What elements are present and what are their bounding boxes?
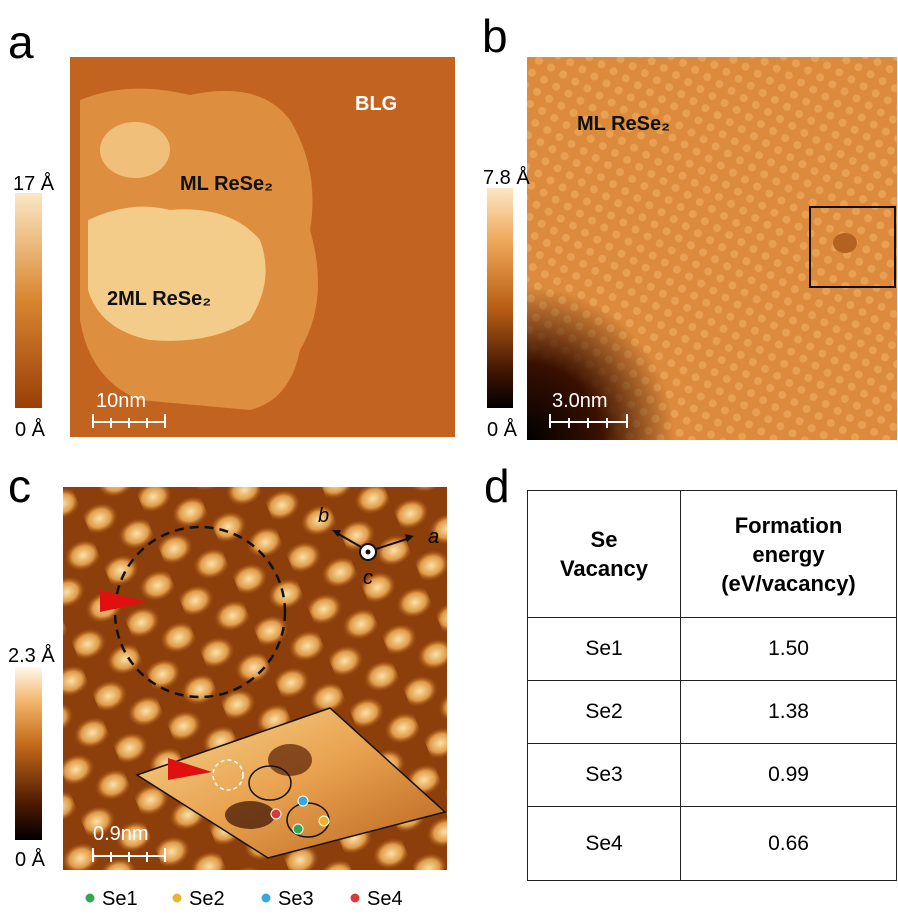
- colorbar-max: 17 Å: [13, 172, 55, 195]
- table-cell: 1.38: [680, 680, 897, 744]
- scale-bar-label: 10nm: [96, 390, 146, 412]
- axis-origin-dot: [365, 549, 371, 555]
- table-row: Se3 0.99: [527, 743, 897, 807]
- legend-swatch: [349, 892, 361, 904]
- atom: [270, 808, 282, 820]
- axis-label: c: [363, 567, 373, 589]
- table-cell: 1.50: [680, 617, 897, 681]
- scale-bar-label: 0.9nm: [93, 823, 149, 845]
- annotation: BLG: [355, 93, 397, 115]
- scale-bar: [92, 414, 166, 428]
- dashed-circle: [113, 525, 287, 699]
- axis-label: a: [428, 526, 439, 548]
- colorbar-min: 0 Å: [15, 418, 46, 441]
- inset-circle: [248, 765, 292, 801]
- legend-swatch: [260, 892, 272, 904]
- table-cell: 0.66: [680, 806, 897, 881]
- 2ml-island: [100, 122, 170, 178]
- legend-label: Se1: [102, 888, 138, 910]
- arrow-head: [332, 530, 341, 537]
- scale-bar: [92, 848, 166, 862]
- arrowhead: [168, 758, 212, 780]
- annotation: ML ReSe₂: [180, 173, 273, 195]
- colorbar-max: 7.8 Å: [483, 166, 530, 189]
- colorbar: [15, 193, 42, 408]
- colorbar: [15, 667, 42, 840]
- colorbar-max: 2.3 Å: [8, 644, 55, 667]
- legend-swatch: [171, 892, 183, 904]
- legend-label: Se4: [367, 888, 403, 910]
- defect-box: [809, 206, 896, 288]
- 2ml-region: [88, 206, 266, 341]
- inset-dark: [225, 801, 275, 829]
- arrow-head: [405, 534, 414, 542]
- header-text: Vacancy: [559, 556, 649, 581]
- panel-label: a: [8, 16, 34, 68]
- table-row: Se1 1.50: [527, 617, 897, 681]
- header-text: Formation: [734, 512, 843, 538]
- axis-label: b: [318, 505, 329, 527]
- panel-label: d: [484, 460, 510, 512]
- table-row: Se4 0.66: [527, 806, 897, 881]
- colorbar-min: 0 Å: [15, 848, 46, 871]
- table-cell: Se3: [527, 743, 681, 807]
- panel-label: b: [482, 10, 508, 62]
- panel-label: c: [8, 460, 31, 512]
- header-cell: Se Vacancy: [527, 490, 681, 618]
- header-text: energy: [752, 541, 825, 567]
- table-cell: Se4: [527, 806, 681, 881]
- colorbar-min: 0 Å: [487, 418, 518, 441]
- table-cell: Se2: [527, 680, 681, 744]
- header-text: Se: [590, 527, 618, 552]
- atom: [318, 815, 330, 827]
- arrowhead: [100, 590, 148, 612]
- scale-bar: [549, 414, 628, 428]
- atom: [297, 795, 309, 807]
- table-cell: Se1: [527, 617, 681, 681]
- table-cell: 0.99: [680, 743, 897, 807]
- atom: [292, 823, 304, 835]
- inset-dark: [268, 744, 312, 776]
- formation-energy-table: Se Vacancy Formation energy (eV/vacancy) Se…: [527, 490, 897, 881]
- defect: [833, 233, 857, 253]
- inset-circle: [212, 759, 244, 791]
- axis-arrows: [334, 531, 411, 550]
- legend-swatch: [84, 892, 96, 904]
- header-cell: Formation energy (eV/vacancy): [680, 490, 897, 618]
- legend-label: Se2: [189, 888, 225, 910]
- legend-label: Se3: [278, 888, 314, 910]
- header-text: (eV/vacancy): [721, 570, 856, 596]
- table-row: Se2 1.38: [527, 680, 897, 744]
- colorbar: [487, 188, 513, 408]
- annotation: 2ML ReSe₂: [107, 288, 211, 310]
- scale-bar-label: 3.0nm: [552, 390, 608, 412]
- annotation: ML ReSe₂: [577, 113, 670, 135]
